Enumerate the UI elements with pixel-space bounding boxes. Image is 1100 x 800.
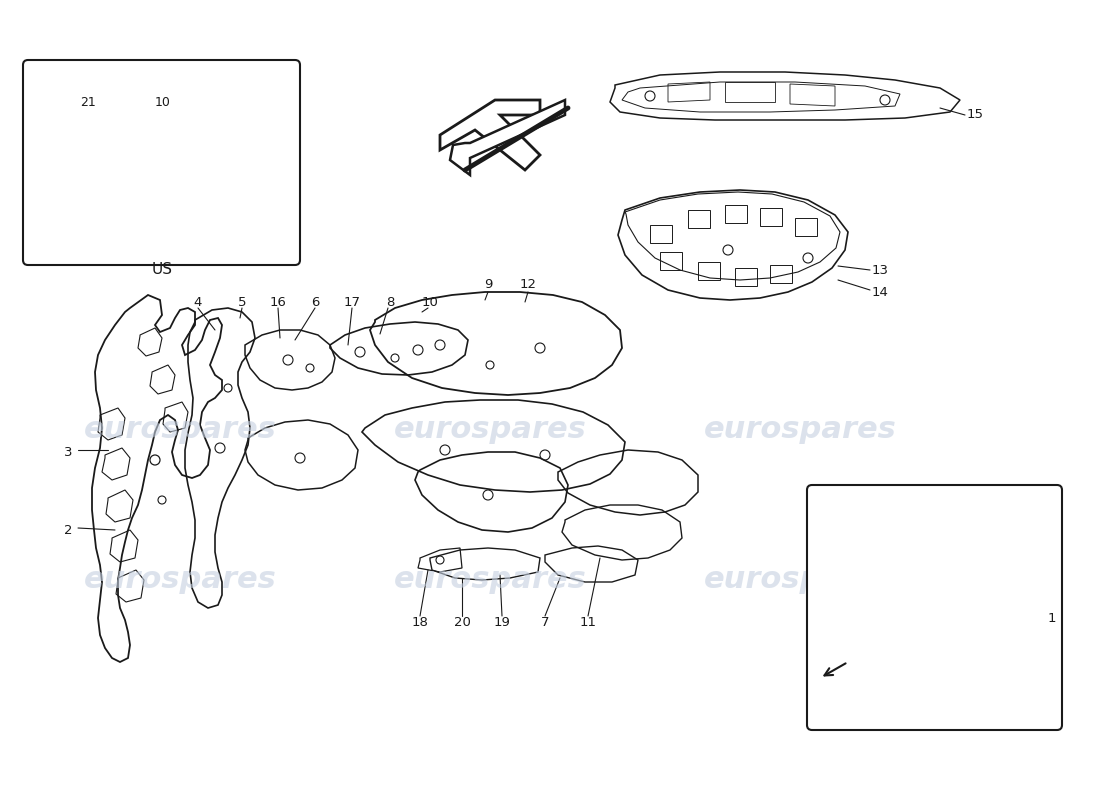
Text: 4: 4 — [194, 295, 202, 309]
Text: 12: 12 — [519, 278, 537, 291]
Text: 3: 3 — [64, 446, 73, 458]
Text: 18: 18 — [411, 615, 428, 629]
FancyBboxPatch shape — [807, 485, 1062, 730]
Text: 8: 8 — [386, 295, 394, 309]
Text: 21: 21 — [80, 97, 96, 110]
Polygon shape — [848, 515, 918, 568]
Text: eurospares: eurospares — [704, 566, 896, 594]
Polygon shape — [440, 100, 540, 170]
Polygon shape — [160, 140, 255, 190]
Polygon shape — [130, 120, 250, 145]
Text: 16: 16 — [270, 295, 286, 309]
Text: 10: 10 — [421, 295, 439, 309]
Circle shape — [874, 538, 882, 546]
Text: US: US — [152, 262, 173, 278]
Polygon shape — [250, 140, 278, 200]
Text: eurospares: eurospares — [84, 415, 276, 445]
Polygon shape — [450, 100, 565, 175]
Text: 13: 13 — [871, 263, 889, 277]
Polygon shape — [958, 518, 1002, 558]
Polygon shape — [915, 520, 965, 562]
Text: eurospares: eurospares — [704, 415, 896, 445]
Polygon shape — [820, 672, 868, 694]
Text: 17: 17 — [343, 295, 361, 309]
Text: 10: 10 — [155, 97, 170, 110]
Text: 1: 1 — [1047, 611, 1056, 625]
Text: 7: 7 — [541, 615, 549, 629]
Text: eurospares: eurospares — [394, 415, 586, 445]
Text: 19: 19 — [494, 615, 510, 629]
Text: 14: 14 — [871, 286, 889, 298]
Text: 2: 2 — [64, 523, 73, 537]
Text: 11: 11 — [580, 615, 596, 629]
FancyBboxPatch shape — [23, 60, 300, 265]
Text: eurospares: eurospares — [84, 566, 276, 594]
Text: 20: 20 — [453, 615, 471, 629]
Text: 5: 5 — [238, 295, 246, 309]
Polygon shape — [45, 190, 95, 230]
Text: 6: 6 — [311, 295, 319, 309]
Text: 9: 9 — [484, 278, 492, 291]
Text: 15: 15 — [967, 109, 983, 122]
Text: eurospares: eurospares — [394, 566, 586, 594]
